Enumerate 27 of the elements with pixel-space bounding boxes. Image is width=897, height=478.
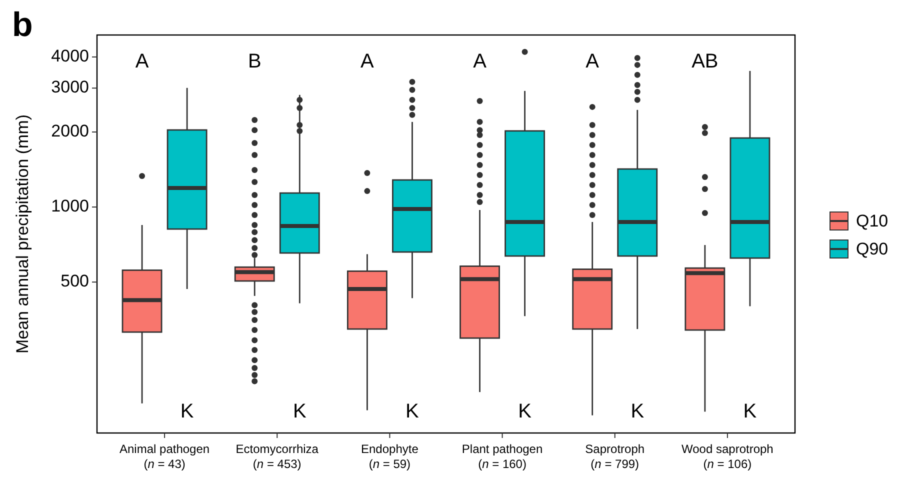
y-tick-label: 500 <box>60 272 89 291</box>
x-tick-label: Saprotroph (n = 799) <box>585 442 645 471</box>
annotation: A <box>586 50 600 72</box>
x-tick-label: Ectomycorrhiza (n = 453) <box>236 442 319 471</box>
y-tick-label: 3000 <box>51 78 89 97</box>
x-tick-label: Plant pathogen (n = 160) <box>462 442 543 471</box>
annotation: K <box>743 400 758 422</box>
annotation: K <box>518 400 532 422</box>
annotation: AB <box>692 50 718 72</box>
y-axis-title: Mean annual precipitation (mm) <box>13 114 32 354</box>
x-tick-label: Endophyte (n = 59) <box>361 442 419 471</box>
y-tick-label: 2000 <box>51 121 89 140</box>
annotation: K <box>292 400 307 422</box>
y-tick-label: 4000 <box>51 46 89 66</box>
annotation: K <box>406 400 420 422</box>
legend-label: Q10 <box>856 211 888 230</box>
annotation: B <box>248 50 262 72</box>
annotation: A <box>360 50 375 72</box>
x-tick-label: Animal pathogen (n = 43) <box>120 442 210 471</box>
legend-label: Q90 <box>856 239 888 258</box>
chart-title: b <box>12 6 33 44</box>
annotation: K <box>180 400 194 422</box>
x-tick-label: Wood saprotroph (n = 106) <box>682 442 774 471</box>
y-tick-label: 1000 <box>51 196 89 216</box>
annotation: A <box>473 50 488 72</box>
annotation: K <box>630 400 645 422</box>
annotation: A <box>135 50 150 72</box>
